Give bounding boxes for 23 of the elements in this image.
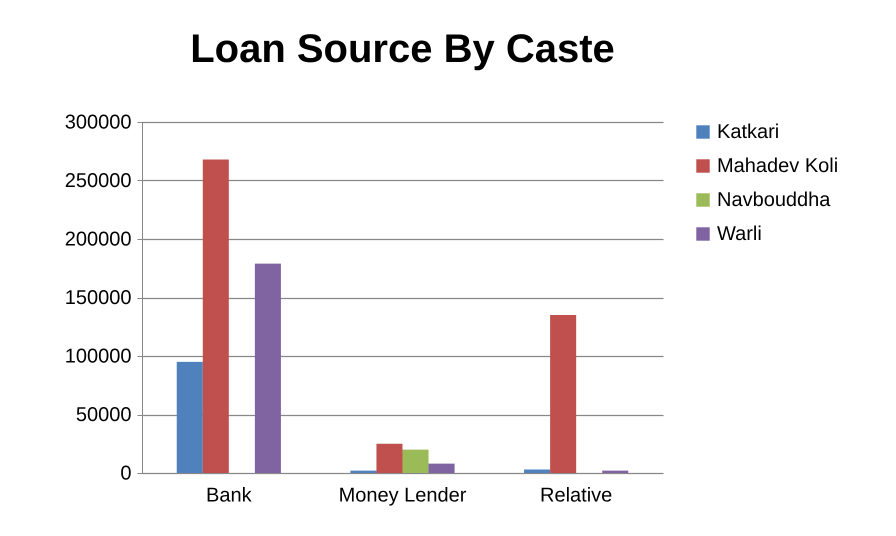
y-tick-label: 100000 <box>64 346 132 368</box>
bar <box>202 159 229 473</box>
bar <box>524 469 550 473</box>
y-tick-label: 50000 <box>76 404 132 426</box>
y-tick-label: 150000 <box>64 287 132 309</box>
chart-title: Loan Source By Caste <box>190 27 615 71</box>
bar <box>254 264 281 473</box>
legend-label: Katkari <box>717 121 780 143</box>
y-tick-label: 200000 <box>64 228 132 250</box>
legend-label: Warli <box>717 223 762 245</box>
bar <box>428 464 455 473</box>
bar <box>402 450 429 473</box>
bar <box>176 362 203 473</box>
x-tick-label: Bank <box>206 484 253 506</box>
y-tick-label: 250000 <box>64 170 132 192</box>
x-tick-label: Money Lender <box>338 484 467 506</box>
bar <box>376 444 402 473</box>
y-tick-label: 0 <box>120 462 132 484</box>
y-tick-label: 300000 <box>64 112 132 134</box>
legend-label: Mahadev Koli <box>717 155 838 177</box>
bar <box>550 315 576 473</box>
x-tick-label: Relative <box>540 484 612 506</box>
legend-label: Navbouddha <box>717 189 832 211</box>
